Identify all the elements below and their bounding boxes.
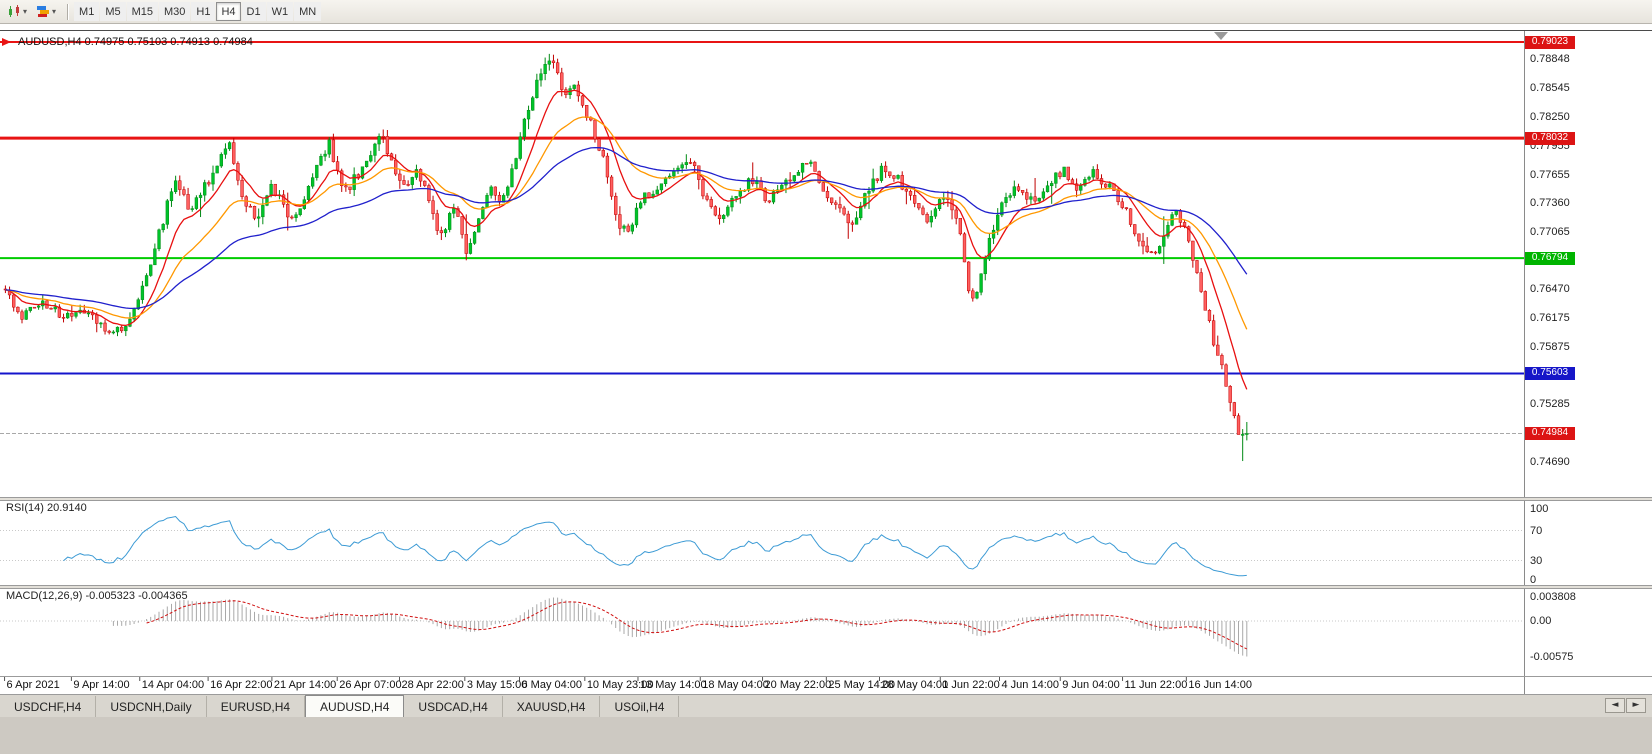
chart-type-button[interactable]: ▾ — [3, 2, 32, 22]
chart-type-icon — [9, 5, 19, 17]
time-axis-label: 16 Jun 14:00 — [1188, 679, 1252, 691]
chart-tab-eurusd[interactable]: EURUSD,H4 — [207, 696, 306, 718]
timeframe-button-m15[interactable]: M15 — [126, 2, 158, 21]
chevron-down-icon: ▾ — [52, 7, 57, 16]
time-axis-label: 6 Apr 2021 — [6, 679, 60, 691]
chart-tab-xauusd[interactable]: XAUUSD,H4 — [503, 696, 601, 718]
macd-label: MACD(12,26,9) -0.005323 -0.004365 — [6, 590, 188, 602]
time-axis-label: 25 May 14:00 — [828, 679, 895, 691]
time-axis-label: 28 May 04:00 — [881, 679, 949, 691]
price-axis-label: 0.78848 — [1530, 53, 1570, 65]
price-axis-label: 0.75875 — [1530, 341, 1570, 354]
time-axis-label: 6 May 04:00 — [521, 679, 583, 691]
ohlc-readout: 0.74975 0.75103 0.74913 0.74984 — [84, 36, 253, 48]
toolbar-separator — [67, 3, 69, 20]
rsi-axis-label: 70 — [1530, 524, 1543, 537]
indicators-icon — [37, 6, 50, 17]
pane-splitter-macd[interactable] — [0, 585, 1652, 589]
rsi-axis-label: 30 — [1530, 554, 1543, 567]
timeframe-button-h4[interactable]: H4 — [216, 2, 241, 21]
time-axis-label: 18 May 04:00 — [702, 679, 769, 691]
macd-axis-label: 0.00 — [1530, 615, 1552, 627]
price-axis-label: 0.75285 — [1530, 398, 1570, 411]
chart-tab-usdchf[interactable]: USDCHF,H4 — [0, 696, 97, 718]
tab-scrollbar: ◄ ► — [1605, 698, 1646, 713]
time-axis-label: 1 Jun 22:00 — [942, 679, 1000, 691]
time-axis-label: 11 Jun 22:00 — [1124, 679, 1188, 691]
chart-tab-audusd[interactable]: AUDUSD,H4 — [305, 695, 405, 717]
price-axis-label: 0.78545 — [1530, 82, 1570, 95]
rsi-axis-label: 100 — [1530, 503, 1549, 515]
time-axis-label: 26 Apr 07:00 — [339, 679, 402, 691]
timeframe-button-h1[interactable]: H1 — [191, 2, 216, 21]
chevron-down-icon: ▾ — [23, 7, 28, 16]
price-line-badge: 0.76794 — [1525, 251, 1575, 265]
timeframe-button-m1[interactable]: M1 — [74, 2, 100, 21]
chart-window-border — [0, 30, 1652, 31]
toolbar: ▾ ▾ M1 M5 M15 M30 H1 H4 D1 W1 MN — [0, 0, 1652, 24]
price-axis-label: 0.77065 — [1530, 225, 1570, 238]
price-line-badge: 0.75603 — [1525, 367, 1575, 381]
status-strip — [0, 717, 1652, 754]
time-axis-label: 10 May 23:00 — [586, 679, 654, 691]
time-axis-label: 4 Jun 14:00 — [1001, 679, 1060, 691]
time-axis-label: 28 Apr 22:00 — [401, 679, 464, 691]
indicators-button[interactable]: ▾ — [32, 2, 61, 22]
chart-tab-usdcnh[interactable]: USDCNH,Daily — [96, 696, 207, 718]
rsi-axis-label: 0 — [1530, 574, 1537, 586]
time-axis-label: 16 Apr 22:00 — [210, 679, 273, 691]
chart-title: AUDUSD,H4 0.74975 0.75103 0.74913 0.7498… — [18, 36, 253, 48]
price-axis-label: 0.76470 — [1530, 283, 1570, 296]
macd-axis-label: 0.003808 — [1530, 591, 1576, 604]
symbol-label: AUDUSD,H4 — [18, 36, 82, 48]
time-axis-label: 9 Jun 04:00 — [1062, 679, 1120, 691]
chart-tab-usoil[interactable]: USOil,H4 — [600, 696, 680, 718]
macd-axis-label: -0.00575 — [1530, 651, 1574, 664]
price-line-badge: 0.79023 — [1525, 35, 1575, 49]
price-axis-label: 0.78250 — [1530, 110, 1570, 123]
scroll-right-button[interactable]: ► — [1626, 698, 1646, 713]
timeframe-button-d1[interactable]: D1 — [241, 2, 266, 21]
price-line-badge: 0.78032 — [1525, 131, 1575, 145]
time-axis-label: 14 Apr 04:00 — [141, 679, 205, 691]
time-axis-label: 21 Apr 14:00 — [273, 679, 337, 691]
pane-splitter-rsi[interactable] — [0, 497, 1652, 501]
time-axis-border — [0, 676, 1652, 677]
price-axis-label: 0.77655 — [1530, 168, 1570, 181]
chart-tab-usdcad[interactable]: USDCAD,H4 — [404, 696, 503, 718]
scroll-left-button[interactable]: ◄ — [1605, 698, 1625, 713]
chart-tabs: USDCHF,H4 USDCNH,Daily EURUSD,H4 AUDUSD,H4 U… — [0, 695, 1652, 718]
chart-tabs-bar: USDCHF,H4 USDCNH,Daily EURUSD,H4 AUDUSD,H4 U… — [0, 694, 1652, 718]
timeframe-button-w1[interactable]: W1 — [266, 2, 294, 21]
time-axis-label: 9 Apr 14:00 — [73, 679, 130, 691]
rsi-label: RSI(14) 20.9140 — [6, 502, 87, 514]
time-axis-label: 3 May 15:00 — [466, 679, 528, 691]
time-axis-label: 20 May 22:00 — [764, 679, 832, 691]
price-axis-label: 0.77360 — [1530, 197, 1570, 210]
timeframe-toolbar: M1 M5 M15 M30 H1 H4 D1 W1 MN — [74, 2, 322, 21]
price-line-badge: 0.74984 — [1525, 427, 1575, 441]
timeframe-button-mn[interactable]: MN — [294, 2, 322, 21]
price-axis-label: 0.74690 — [1530, 456, 1570, 468]
price-axis-label: 0.76175 — [1530, 312, 1570, 325]
timeframe-button-m30[interactable]: M30 — [159, 2, 191, 21]
price-axis-separator — [1524, 31, 1525, 694]
timeframe-button-m5[interactable]: M5 — [100, 2, 126, 21]
time-axis-label: 13 May 14:00 — [639, 679, 707, 691]
